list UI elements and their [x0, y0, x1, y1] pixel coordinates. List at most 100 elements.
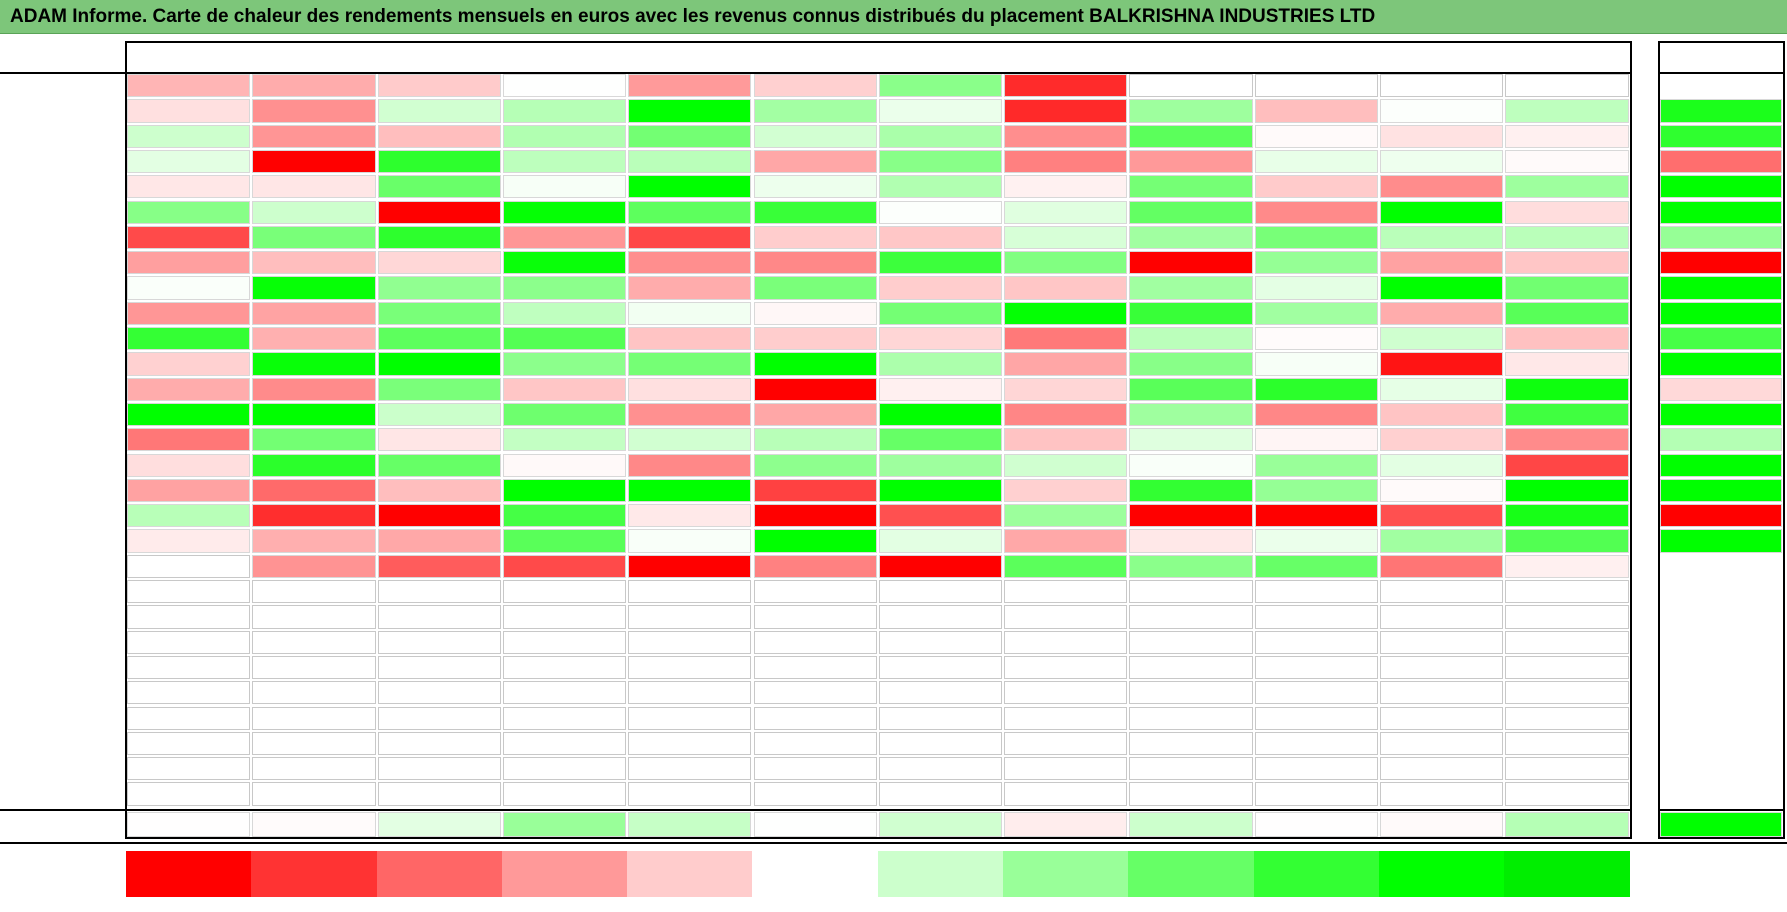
average-cell	[252, 812, 376, 837]
heatmap-cell	[252, 504, 376, 528]
annual-cell	[1660, 352, 1782, 376]
heatmap-cell	[252, 276, 376, 300]
heatmap-cell	[878, 352, 1003, 376]
heatmap-cell	[252, 554, 376, 578]
heatmap-cell	[502, 554, 627, 578]
heatmap-cell	[1254, 301, 1378, 325]
heatmap-cell	[252, 402, 376, 427]
heatmap-cell	[252, 124, 376, 148]
annual-cell	[1660, 149, 1782, 174]
heatmap-cell	[127, 327, 251, 351]
heatmap-cell	[1254, 124, 1378, 148]
heatmap-cell	[878, 428, 1003, 452]
heatmap-cell	[502, 99, 627, 123]
heatmap-cell	[1505, 327, 1629, 351]
heatmap-cell	[628, 74, 752, 98]
heatmap-cell	[1004, 731, 1128, 756]
heatmap-cell	[1129, 301, 1253, 325]
heatmap-cell	[628, 377, 752, 401]
heatmap-cell	[1505, 554, 1629, 578]
heatmap-cell	[1380, 99, 1504, 123]
heatmap-cell	[1254, 276, 1378, 300]
heatmap-cell	[1254, 655, 1378, 680]
heatmap-cell	[1254, 377, 1378, 401]
heatmap-cell	[1004, 681, 1128, 705]
heatmap-cell	[878, 175, 1003, 199]
heatmap-cell	[252, 580, 376, 604]
heatmap-cell	[127, 681, 251, 705]
heatmap-cell	[377, 706, 501, 730]
heatmap-cell	[1380, 74, 1504, 98]
heatmap-cell	[628, 681, 752, 705]
heatmap-cell	[878, 529, 1003, 553]
heatmap-cell	[1254, 782, 1378, 806]
heatmap-cell	[1004, 225, 1128, 250]
heatmap-cell	[1129, 731, 1253, 756]
heatmap-cell	[1254, 554, 1378, 578]
heatmap-cell	[1380, 706, 1504, 730]
heatmap-cell	[127, 301, 251, 325]
heatmap-cell	[377, 554, 501, 578]
heatmap-cell	[1129, 377, 1253, 401]
heatmap-cell	[1505, 225, 1629, 250]
heatmap-cell	[753, 554, 877, 578]
heatmap-cell	[502, 504, 627, 528]
heatmap-cell	[753, 655, 877, 680]
heatmap-cell	[127, 478, 251, 503]
heatmap-cell	[1380, 175, 1504, 199]
heatmap-cell	[628, 402, 752, 427]
average-cell	[753, 812, 877, 837]
heatmap-cell	[1505, 276, 1629, 300]
heatmap-cell	[753, 706, 877, 730]
heatmap-cell	[628, 529, 752, 553]
heatmap-cell	[628, 706, 752, 730]
heatmap-cell	[1254, 529, 1378, 553]
heatmap-cell	[878, 605, 1003, 629]
color-scale-swatch	[376, 851, 502, 897]
heatmap-cell	[1380, 782, 1504, 806]
heatmap-cell	[1004, 655, 1128, 680]
heatmap-cell	[1129, 352, 1253, 376]
bottom-divider	[0, 842, 1787, 844]
heatmap-cell	[377, 99, 501, 123]
heatmap-cell	[1254, 731, 1378, 756]
heatmap-cell	[1004, 605, 1128, 629]
heatmap-cell	[252, 352, 376, 376]
heatmap-cell	[502, 630, 627, 654]
heatmap-cell	[1505, 655, 1629, 680]
heatmap-cell	[377, 124, 501, 148]
heatmap-cell	[1254, 706, 1378, 730]
heatmap-cell	[1380, 276, 1504, 300]
annual-cell	[1660, 99, 1782, 123]
heatmap-cell	[1254, 478, 1378, 503]
annual-cell	[1660, 124, 1782, 148]
heatmap-cell	[1505, 782, 1629, 806]
average-annual-cell	[1660, 812, 1782, 837]
heatmap-cell	[628, 782, 752, 806]
annual-cell	[1660, 225, 1782, 250]
heatmap-cell	[1380, 352, 1504, 376]
heatmap-cell	[1380, 580, 1504, 604]
heatmap-cell	[1505, 352, 1629, 376]
heatmap-cell	[127, 352, 251, 376]
heatmap-cell	[628, 554, 752, 578]
heatmap-cell	[502, 251, 627, 275]
heatmap-cell	[502, 327, 627, 351]
annual-cell	[1660, 504, 1782, 528]
heatmap-cell	[1004, 428, 1128, 452]
heatmap-cell	[127, 428, 251, 452]
average-cell	[628, 812, 752, 837]
heatmap-cell	[628, 655, 752, 680]
heatmap-cell	[252, 251, 376, 275]
heatmap-cell	[1254, 453, 1378, 477]
average-cell	[1380, 812, 1504, 837]
heatmap-cell	[1004, 757, 1128, 781]
color-scale-swatch	[1504, 851, 1630, 897]
heatmap-cell	[502, 276, 627, 300]
heatmap-cell	[1505, 74, 1629, 98]
heatmap-cell	[1380, 504, 1504, 528]
heatmap-cell	[878, 124, 1003, 148]
heatmap-cell	[1129, 706, 1253, 730]
heatmap-cell	[1004, 124, 1128, 148]
heatmap-cell	[1254, 605, 1378, 629]
